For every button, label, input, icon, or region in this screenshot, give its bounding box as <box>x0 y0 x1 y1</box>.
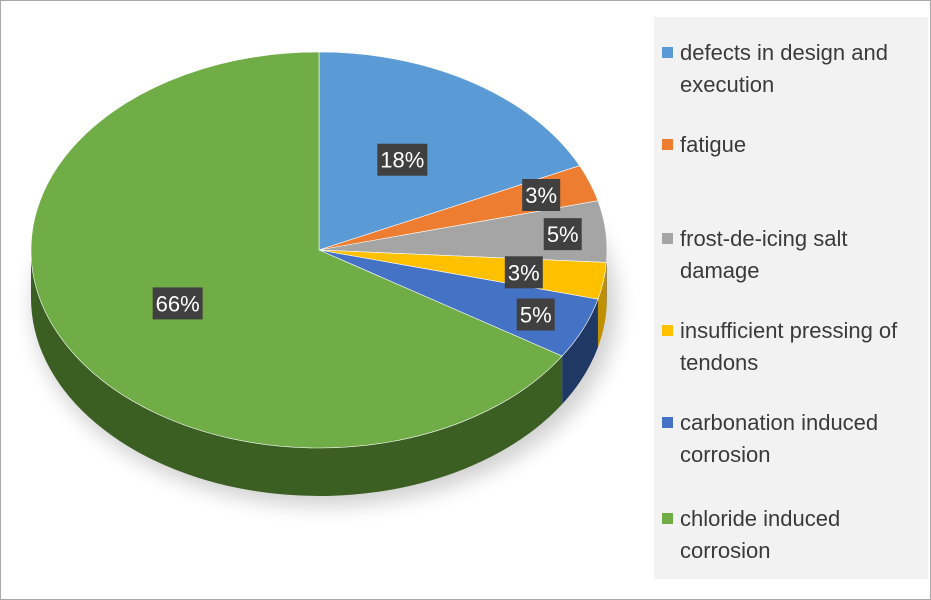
legend-label: carbonation induced corrosion <box>680 410 879 467</box>
legend-swatch <box>662 417 673 428</box>
legend-label: insufficient pressing of tendons <box>680 318 898 375</box>
pie-side-4 <box>562 299 598 405</box>
legend-label: defects in design and execution <box>680 40 888 97</box>
data-label-text: 18% <box>380 148 424 173</box>
data-label-5: 66% <box>152 287 203 320</box>
legend-label: frost-de-icing salt damage <box>680 226 848 283</box>
legend-label: chloride induced corrosion <box>680 506 841 563</box>
data-label-box <box>504 256 543 289</box>
pie-side-3 <box>597 262 607 348</box>
data-label-box <box>522 179 561 212</box>
data-label-2: 5% <box>543 218 582 251</box>
data-label-box <box>152 287 203 320</box>
data-label-box <box>516 298 555 331</box>
legend-swatch <box>662 47 673 58</box>
legend-item: defects in design and execution <box>662 37 924 101</box>
legend-item: frost-de-icing salt damage <box>662 223 924 287</box>
data-label-3: 3% <box>504 256 543 289</box>
data-label-box <box>543 218 582 251</box>
data-label-0: 18% <box>377 143 428 176</box>
data-label-text: 5% <box>547 222 579 247</box>
legend-item: chloride induced corrosion <box>662 503 924 567</box>
legend-swatch <box>662 513 673 524</box>
pie-slice-0 <box>318 51 581 251</box>
legend: defects in design and execution fatigue fr… <box>654 17 928 579</box>
data-label-1: 3% <box>522 179 561 212</box>
legend-item: fatigue <box>662 129 924 161</box>
pie-slice-5 <box>30 51 563 449</box>
data-label-text: 3% <box>508 260 540 285</box>
legend-swatch <box>662 325 673 336</box>
legend-swatch <box>662 233 673 244</box>
legend-swatch <box>662 139 673 150</box>
pie-side-2 <box>606 250 607 311</box>
legend-label: fatigue <box>680 132 747 157</box>
pie-side-5 <box>31 250 563 496</box>
data-label-text: 3% <box>525 183 557 208</box>
legend-item: insufficient pressing of tendons <box>662 315 924 379</box>
legend-item: carbonation induced corrosion <box>662 407 924 471</box>
data-label-box <box>377 143 428 176</box>
data-label-text: 66% <box>156 291 200 316</box>
data-label-4: 5% <box>516 298 555 331</box>
data-label-text: 5% <box>520 302 552 327</box>
